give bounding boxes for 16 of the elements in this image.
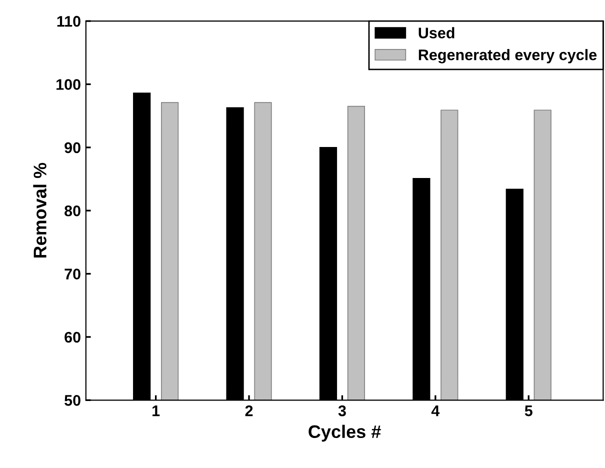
y-tick-label: 60 [64, 332, 80, 343]
y-tick-label: 50 [64, 395, 80, 406]
x-tick-label: 1 [152, 406, 160, 416]
y-tick-label: 80 [64, 205, 80, 216]
y-tick-label: 70 [64, 268, 80, 280]
y-tick-label: 100 [56, 79, 80, 90]
x-tick-label: 3 [338, 405, 346, 416]
x-tick-label: 4 [431, 406, 440, 416]
x-tick-label: 5 [524, 406, 532, 416]
y-tick-label: 90 [64, 142, 80, 154]
y-axis-title: Removal % [33, 162, 46, 258]
x-axis-title: Cycles # [308, 424, 381, 442]
legend-label: Used [418, 27, 454, 38]
y-tick-label: 110 [57, 16, 80, 27]
legend-label: Regenerated every cycle [418, 49, 597, 64]
x-tick-label: 2 [245, 405, 253, 416]
